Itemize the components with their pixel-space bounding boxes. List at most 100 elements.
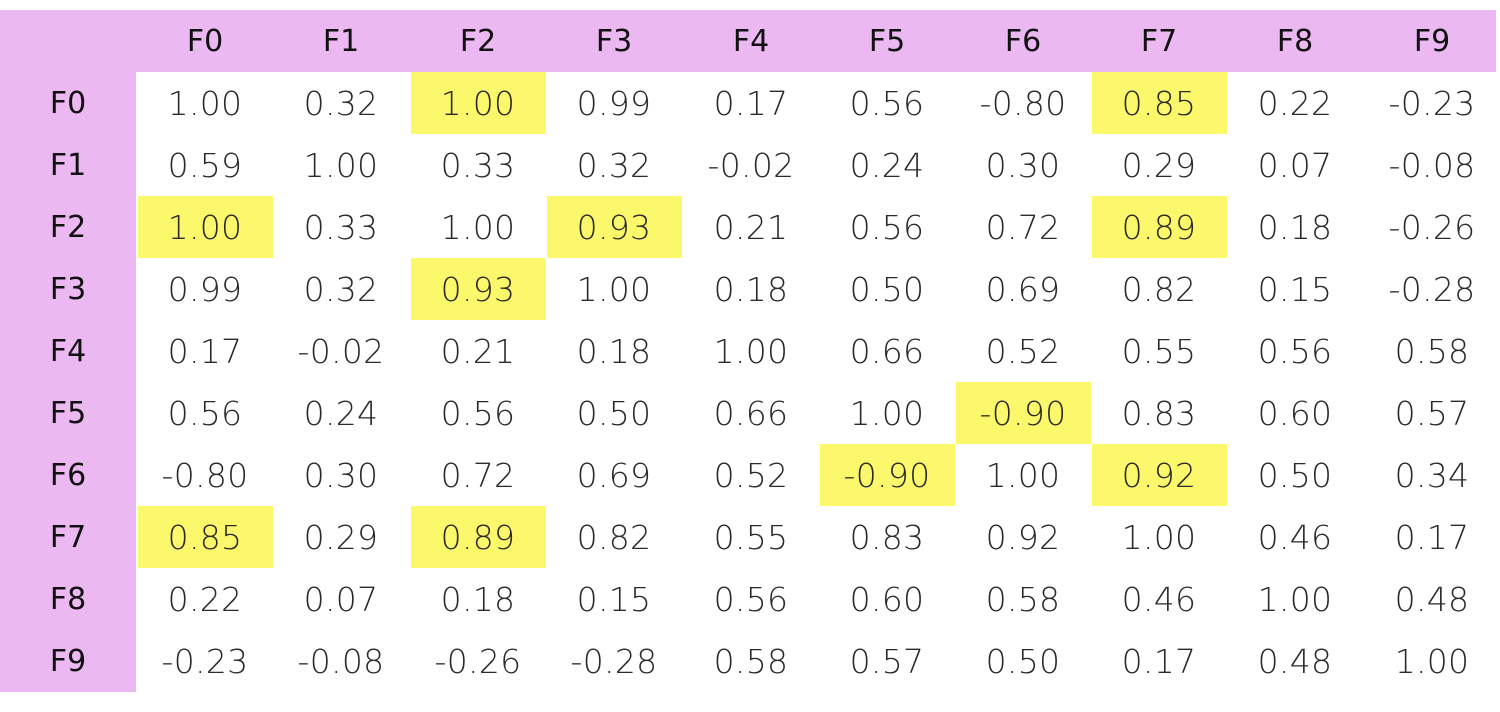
value-cell-f1-f8: 0.07 [1257,145,1333,185]
value-cell-f9-f2: -0.26 [434,641,522,681]
value-cell-f9-f1: -0.08 [297,641,385,681]
value-cell-f0-f9: -0.23 [1388,83,1476,123]
value-cell-f2-f6: 0.72 [985,207,1061,247]
value-cell-f0-f7: 0.85 [1091,72,1227,134]
row-header-f7: F7 [49,519,87,555]
value-cell-f3-f5: 0.50 [849,269,925,309]
value-cell-f3-f0: 0.99 [167,269,243,309]
value-cell-f6-f8: 0.50 [1257,455,1333,495]
value-cell-f3-f3: 1.00 [576,269,652,309]
value-cell-f7-f9: 0.17 [1394,517,1470,557]
value-cell-f6-f6: 1.00 [985,455,1061,495]
value-cell-f1-f3: 0.32 [576,145,652,185]
row-header-f9: F9 [49,643,87,679]
value-cell-f6-f0: -0.80 [161,455,249,495]
value-cell-f5-f8: 0.60 [1257,393,1333,433]
value-cell-f4-f6: 0.52 [985,331,1061,371]
value-cell-f4-f3: 0.18 [576,331,652,371]
value-cell-f2-f9: -0.26 [1388,207,1476,247]
value-cell-f2-f3: 0.93 [546,196,682,258]
value-cell-f1-f4: -0.02 [707,145,795,185]
value-cell-f2-f1: 0.33 [303,207,379,247]
row-header-f6: F6 [49,457,87,493]
value-cell-f3-f2: 0.93 [410,258,546,320]
value-cell-f2-f2: 1.00 [440,207,516,247]
value-cell-f8-f8: 1.00 [1257,579,1333,619]
value-cell-f2-f0: 1.00 [137,196,273,258]
value-cell-f9-f5: 0.57 [849,641,925,681]
value-cell-f5-f3: 0.50 [576,393,652,433]
row-header-f0: F0 [49,85,87,121]
value-cell-f9-f9: 1.00 [1394,641,1470,681]
value-cell-f7-f6: 0.92 [985,517,1061,557]
value-cell-f7-f5: 0.83 [849,517,925,557]
value-cell-f9-f3: -0.28 [570,641,658,681]
value-cell-f5-f6: -0.90 [955,382,1091,444]
value-cell-f5-f5: 1.00 [849,393,925,433]
value-cell-f1-f1: 1.00 [303,145,379,185]
value-cell-f3-f7: 0.82 [1121,269,1197,309]
value-cell-f7-f4: 0.55 [713,517,789,557]
value-cell-f9-f7: 0.17 [1121,641,1197,681]
row-header-band [0,10,136,692]
column-header-f8: F8 [1276,23,1314,59]
value-cell-f8-f0: 0.22 [167,579,243,619]
row-header-f8: F8 [49,581,87,617]
value-cell-f1-f6: 0.30 [985,145,1061,185]
value-cell-f3-f4: 0.18 [713,269,789,309]
column-header-f6: F6 [1004,23,1042,59]
value-cell-f8-f7: 0.46 [1121,579,1197,619]
value-cell-f0-f8: 0.22 [1257,83,1333,123]
row-header-f3: F3 [49,271,87,307]
value-cell-f0-f1: 0.32 [303,83,379,123]
value-cell-f4-f5: 0.66 [849,331,925,371]
value-cell-f0-f4: 0.17 [713,83,789,123]
row-header-f2: F2 [49,209,87,245]
column-header-f1: F1 [322,23,360,59]
column-header-f0: F0 [186,23,224,59]
value-cell-f7-f7: 1.00 [1121,517,1197,557]
value-cell-f4-f8: 0.56 [1257,331,1333,371]
value-cell-f1-f2: 0.33 [440,145,516,185]
value-cell-f9-f0: -0.23 [161,641,249,681]
value-cell-f4-f0: 0.17 [167,331,243,371]
value-cell-f6-f1: 0.30 [303,455,379,495]
row-header-f1: F1 [49,147,87,183]
value-cell-f2-f4: 0.21 [713,207,789,247]
value-cell-f6-f9: 0.34 [1394,455,1470,495]
value-cell-f9-f4: 0.58 [713,641,789,681]
value-cell-f1-f9: -0.08 [1388,145,1476,185]
value-cell-f2-f8: 0.18 [1257,207,1333,247]
value-cell-f4-f7: 0.55 [1121,331,1197,371]
value-cell-f5-f2: 0.56 [440,393,516,433]
value-cell-f4-f2: 0.21 [440,331,516,371]
value-cell-f6-f2: 0.72 [440,455,516,495]
value-cell-f3-f8: 0.15 [1257,269,1333,309]
column-header-f5: F5 [868,23,906,59]
value-cell-f2-f7: 0.89 [1091,196,1227,258]
column-header-band [0,10,1496,72]
value-cell-f6-f3: 0.69 [576,455,652,495]
value-cell-f6-f4: 0.52 [713,455,789,495]
row-header-f4: F4 [49,333,87,369]
column-header-f4: F4 [732,23,770,59]
value-cell-f0-f5: 0.56 [849,83,925,123]
value-cell-f3-f1: 0.32 [303,269,379,309]
value-cell-f5-f4: 0.66 [713,393,789,433]
value-cell-f0-f6: -0.80 [979,83,1067,123]
value-cell-f0-f2: 1.00 [410,72,546,134]
value-cell-f8-f4: 0.56 [713,579,789,619]
value-cell-f5-f9: 0.57 [1394,393,1470,433]
value-cell-f2-f5: 0.56 [849,207,925,247]
value-cell-f6-f7: 0.92 [1091,444,1227,506]
column-header-f2: F2 [459,23,497,59]
value-cell-f9-f8: 0.48 [1257,641,1333,681]
value-cell-f4-f1: -0.02 [297,331,385,371]
row-header-f5: F5 [49,395,87,431]
value-cell-f7-f0: 0.85 [137,506,273,568]
value-cell-f9-f6: 0.50 [985,641,1061,681]
value-cell-f8-f2: 0.18 [440,579,516,619]
value-cell-f4-f4: 1.00 [713,331,789,371]
value-cell-f5-f7: 0.83 [1121,393,1197,433]
value-cell-f5-f1: 0.24 [303,393,379,433]
